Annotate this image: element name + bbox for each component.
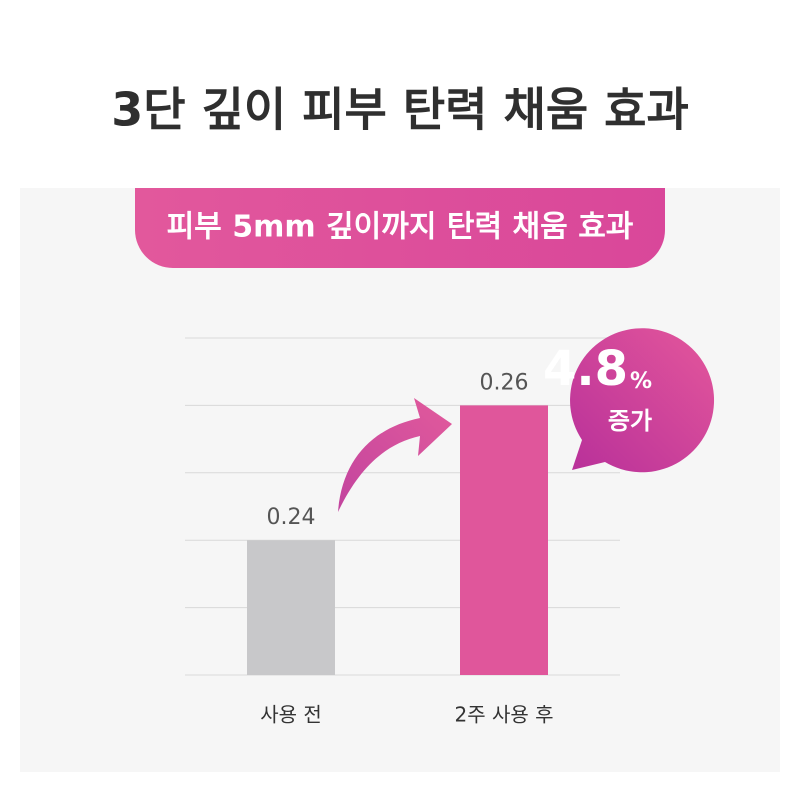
chart-subtitle: 피부 5mm 깊이까지 탄력 채움 효과 bbox=[167, 210, 634, 245]
value-label: 0.26 bbox=[480, 370, 529, 395]
bars: 0.24 사용 전 0.26 2주 사용 후 bbox=[247, 370, 554, 727]
x-tick-label: 사용 전 bbox=[260, 703, 322, 727]
chart-title: 3단 깊이 피부 탄력 채움 효과 bbox=[111, 83, 689, 137]
value-label: 0.24 bbox=[267, 505, 316, 530]
bar bbox=[460, 405, 548, 675]
badge-unit: % bbox=[630, 369, 652, 394]
subtitle-banner bbox=[135, 188, 665, 268]
badge-shape bbox=[570, 328, 715, 473]
panel bbox=[20, 188, 780, 772]
bar bbox=[247, 540, 335, 675]
badge-value: 4.8 bbox=[543, 341, 628, 397]
increase-arrow bbox=[338, 398, 452, 512]
badge-caption: 증가 bbox=[608, 407, 652, 435]
x-tick-label: 2주 사용 후 bbox=[454, 703, 553, 727]
